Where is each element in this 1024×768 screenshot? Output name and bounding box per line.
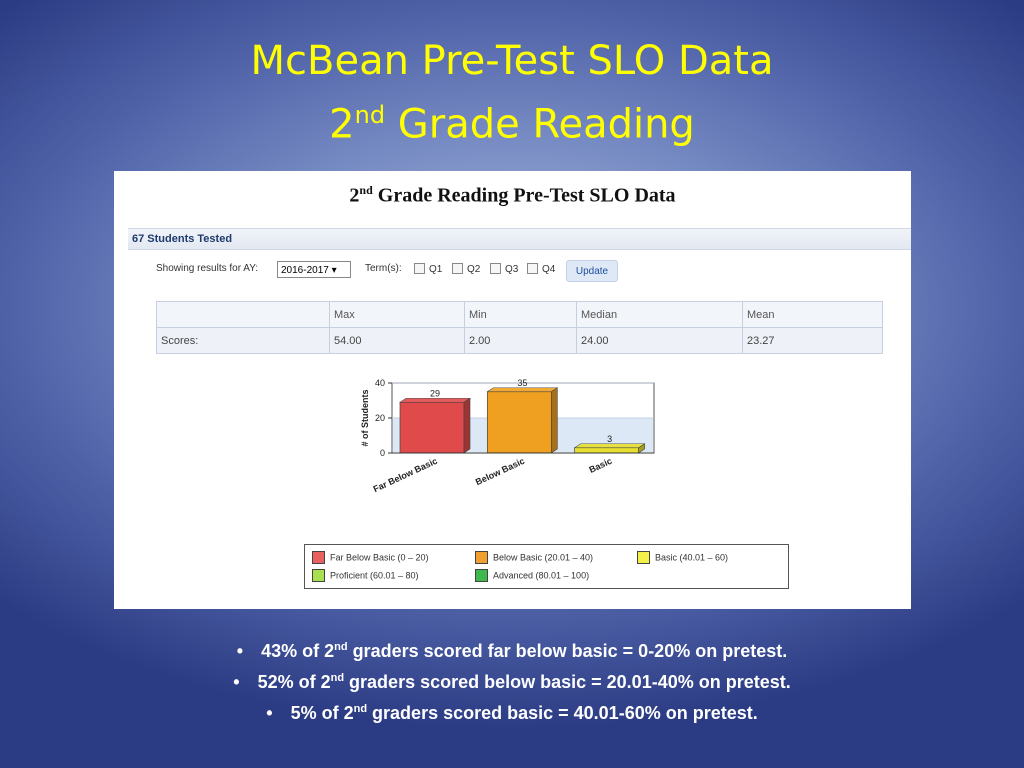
legend-swatch-basic — [637, 551, 650, 564]
students-tested-bar: 67 Students Tested — [128, 228, 911, 250]
report-title-number: 2 — [349, 184, 360, 207]
bullet-dot: • — [233, 672, 240, 692]
legend-item-far-below-basic: Far Below Basic (0 – 20) — [312, 551, 429, 564]
bar-chart: 0 20 40 # of Students 29 Far Below Basic 35 Bel… — [360, 378, 655, 494]
stats-value-row: Scores: 54.00 2.00 24.00 23.27 — [156, 327, 883, 354]
terms-label: Term(s): — [365, 263, 402, 274]
legend-swatch-proficient — [312, 569, 325, 582]
bullet-2-post: graders scored below basic = 20.01-40% o… — [344, 672, 791, 692]
legend-item-proficient: Proficient (60.01 – 80) — [312, 569, 419, 582]
bar-side-1 — [463, 397, 471, 454]
students-tested-label: 67 Students Tested — [132, 233, 233, 245]
bar-side-2 — [551, 387, 558, 454]
stats-mean-value: 23.27 — [742, 327, 883, 354]
title-line-2: 2nd Grade Reading — [0, 88, 1024, 151]
y-tick-label: 0 — [380, 448, 385, 458]
bar-value-label-2: 35 — [517, 378, 527, 388]
bullet-dot: • — [236, 641, 244, 661]
legend-item-below-basic: Below Basic (20.01 – 40) — [475, 551, 593, 564]
bullet-1: • 43% of 2nd graders scored far below bas… — [0, 632, 1024, 663]
report-title: 2nd Grade Reading Pre-Test SLO Data — [114, 183, 911, 208]
legend-label-advanced: Advanced (80.01 – 100) — [493, 570, 590, 581]
bullet-2-sup: nd — [330, 672, 345, 684]
bar-top-1 — [399, 397, 471, 403]
legend-label-far-below-basic: Far Below Basic (0 – 20) — [330, 552, 429, 563]
legend-label-basic: Basic (40.01 – 60) — [655, 552, 729, 563]
summary-bullets: • 43% of 2nd graders scored far below bas… — [0, 632, 1024, 725]
title-grade-text: Grade Reading — [385, 101, 695, 148]
report-title-suffix: nd — [359, 183, 373, 197]
academic-year-select[interactable]: 2016-2017 ▾ — [277, 261, 351, 278]
bar-side-3 — [638, 443, 645, 454]
term-q1-checkbox[interactable] — [414, 263, 425, 274]
bar-top-3 — [573, 443, 646, 449]
chart-legend: Far Below Basic (0 – 20) Below Basic (20… — [304, 544, 789, 589]
legend-swatch-below-basic — [475, 551, 488, 564]
bullet-1-pre: 43% of 2 — [261, 641, 335, 661]
y-axis-label: # of Students — [360, 389, 370, 446]
report-title-text: Grade Reading Pre-Test SLO Data — [372, 184, 676, 207]
bullet-1-post: graders scored far below basic = 0-20% o… — [347, 641, 788, 661]
bullet-2-pre: 52% of 2 — [257, 672, 331, 692]
legend-label-below-basic: Below Basic (20.01 – 40) — [493, 552, 594, 563]
legend-swatch-advanced — [475, 569, 488, 582]
x-category-label-3: Basic — [588, 456, 614, 475]
x-category-label-2: Below Basic — [474, 456, 526, 487]
stats-median-value: 24.00 — [576, 327, 743, 354]
bar-3 — [574, 447, 640, 454]
term-q2-checkbox[interactable] — [452, 263, 463, 274]
stats-header-row: Max Min Median Mean — [156, 301, 883, 328]
bullet-2: • 52% of 2nd graders scored below basic =… — [0, 663, 1024, 694]
term-q4-label: Q4 — [542, 264, 556, 275]
stats-max-value: 54.00 — [329, 327, 465, 354]
y-tick-label: 20 — [375, 413, 385, 423]
bar-1 — [399, 401, 465, 454]
bar-top-2 — [486, 387, 559, 393]
bullet-3: • 5% of 2nd graders scored basic = 40.01-… — [0, 694, 1024, 725]
update-button[interactable]: Update — [566, 260, 618, 282]
bullet-1-sup: nd — [334, 641, 348, 653]
x-category-label-1: Far Below Basic — [372, 456, 439, 494]
term-q4-checkbox[interactable] — [527, 263, 538, 274]
term-q2-label: Q2 — [467, 264, 481, 275]
stats-header-mean: Mean — [742, 301, 883, 328]
title-line-1: McBean Pre-Test SLO Data — [250, 38, 774, 84]
stats-header-max: Max — [329, 301, 465, 328]
term-q3-label: Q3 — [505, 264, 519, 275]
stats-min-value: 2.00 — [464, 327, 577, 354]
bullet-3-pre: 5% of 2 — [290, 703, 354, 723]
bar-2 — [486, 391, 552, 454]
stats-header-blank — [156, 301, 330, 328]
stats-row-label: Scores: — [156, 327, 330, 354]
stats-header-median: Median — [576, 301, 743, 328]
bar-value-label-1: 29 — [430, 388, 440, 398]
title-grade-number: 2 — [329, 101, 355, 148]
bar-value-label-3: 3 — [607, 434, 612, 444]
legend-item-basic: Basic (40.01 – 60) — [637, 551, 728, 564]
stats-header-min: Min — [464, 301, 577, 328]
legend-item-advanced: Advanced (80.01 – 100) — [475, 569, 589, 582]
report-panel: 2nd Grade Reading Pre-Test SLO Data 67 S… — [114, 171, 911, 609]
score-stats-table: Max Min Median Mean Scores: 54.00 2.00 2… — [156, 301, 883, 354]
term-q1-label: Q1 — [429, 264, 443, 275]
bullet-dot: • — [266, 703, 273, 723]
term-q3-checkbox[interactable] — [490, 263, 501, 274]
title-grade-suffix: nd — [354, 101, 386, 129]
legend-label-proficient: Proficient (60.01 – 80) — [330, 570, 419, 581]
academic-year-label: Showing results for AY: — [156, 263, 259, 274]
slide-title: McBean Pre-Test SLO Data 2nd Grade Readi… — [0, 34, 1024, 151]
legend-swatch-far-below-basic — [312, 551, 325, 564]
bullet-3-sup: nd — [353, 703, 368, 715]
bullet-3-post: graders scored basic = 40.01-60% on pret… — [367, 703, 758, 723]
y-tick-label: 40 — [375, 378, 385, 388]
